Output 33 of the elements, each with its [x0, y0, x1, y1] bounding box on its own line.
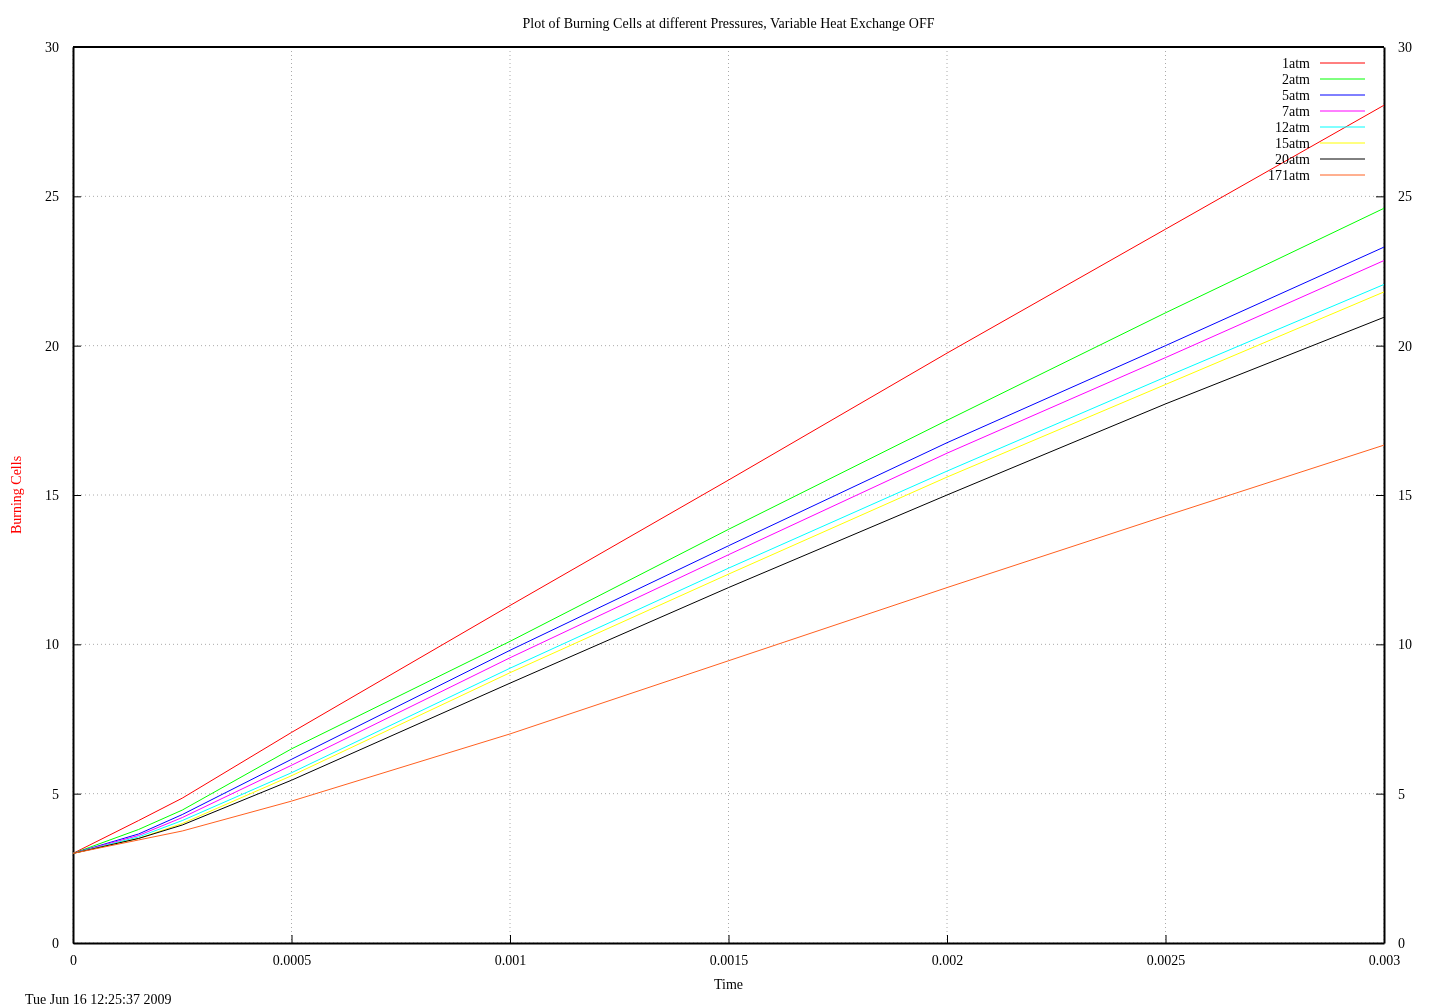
legend-label: 1atm	[1282, 56, 1311, 71]
text: Tue Jun 16 12:25:37 2009	[25, 992, 172, 1007]
y2-tick-label: 0	[1398, 935, 1405, 951]
x-tick-label: 0.002	[931, 952, 964, 968]
y2-tick-label: 15	[1398, 487, 1412, 503]
x-tick-label: 0.0015	[709, 952, 749, 968]
legend-label: 5atm	[1282, 88, 1311, 103]
y2-tick-label: 25	[1398, 189, 1412, 205]
legend-label: 15atm	[1275, 136, 1311, 151]
legend-label: 171atm	[1268, 168, 1311, 183]
y-tick-label: 20	[45, 338, 59, 354]
y2-tick-label: 30	[1398, 39, 1412, 55]
legend-label: 12atm	[1275, 120, 1311, 135]
y-tick-label: 10	[45, 637, 59, 653]
x-tick-label: 0.001	[494, 952, 527, 968]
x-tick-label: 0.003	[1368, 952, 1401, 968]
y-tick-label: 25	[45, 189, 59, 205]
y-tick-label: 5	[52, 786, 59, 802]
y2-tick-label: 5	[1398, 786, 1405, 802]
legend-label: 2atm	[1282, 72, 1311, 87]
line-series	[72, 444, 1385, 854]
x-tick-label: 0.0005	[272, 952, 312, 968]
legend-label: 7atm	[1282, 104, 1311, 119]
x-tick-label: 0.0025	[1146, 952, 1186, 968]
y2-tick-label: 20	[1398, 338, 1412, 354]
x-tick-label: 0	[70, 952, 77, 968]
y-tick-label: 0	[52, 935, 59, 951]
y-axis-title: Burning Cells	[9, 455, 24, 535]
y-tick-label: 15	[45, 487, 59, 503]
y-tick-label: 30	[45, 39, 59, 55]
chart-title: Plot of Burning Cells at different Pressures, Variable Heat Exchange OFF	[522, 16, 935, 31]
x-axis-title: Time	[713, 977, 744, 992]
y2-tick-label: 10	[1398, 637, 1412, 653]
